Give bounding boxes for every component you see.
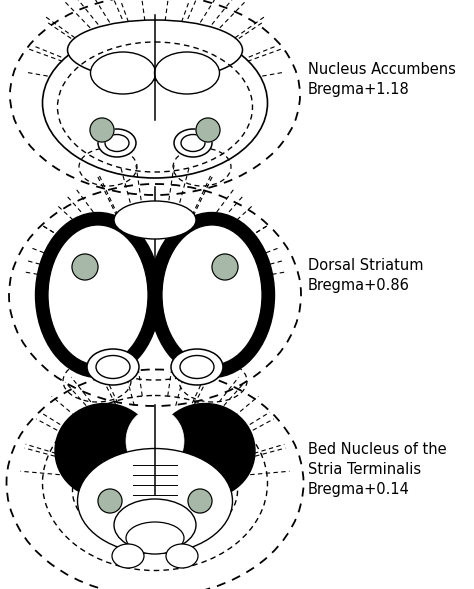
Text: Bregma+0.86: Bregma+0.86	[308, 278, 410, 293]
Ellipse shape	[174, 129, 212, 157]
Ellipse shape	[48, 225, 148, 365]
Text: Bregma+1.18: Bregma+1.18	[308, 82, 410, 97]
Ellipse shape	[126, 522, 184, 554]
Circle shape	[188, 489, 212, 513]
Ellipse shape	[55, 403, 155, 498]
Ellipse shape	[105, 134, 129, 151]
Ellipse shape	[114, 499, 196, 551]
Ellipse shape	[126, 409, 184, 474]
Ellipse shape	[36, 213, 161, 378]
Circle shape	[212, 254, 238, 280]
Ellipse shape	[149, 213, 274, 378]
Ellipse shape	[87, 349, 139, 385]
Text: Dorsal Striatum: Dorsal Striatum	[308, 258, 423, 273]
Ellipse shape	[180, 356, 214, 379]
Circle shape	[196, 118, 220, 142]
Ellipse shape	[171, 349, 223, 385]
Ellipse shape	[155, 52, 219, 94]
Text: Stria Terminalis: Stria Terminalis	[308, 462, 421, 477]
Ellipse shape	[112, 544, 144, 568]
Ellipse shape	[114, 201, 196, 239]
Ellipse shape	[78, 448, 233, 554]
Ellipse shape	[10, 185, 300, 405]
Circle shape	[98, 489, 122, 513]
Ellipse shape	[43, 28, 267, 178]
Circle shape	[72, 254, 98, 280]
Text: Nucleus Accumbens: Nucleus Accumbens	[308, 62, 456, 77]
Ellipse shape	[8, 370, 302, 589]
Ellipse shape	[162, 225, 262, 365]
Circle shape	[90, 118, 114, 142]
Ellipse shape	[98, 129, 136, 157]
Ellipse shape	[67, 20, 243, 80]
Ellipse shape	[155, 403, 255, 498]
Text: Bregma+0.14: Bregma+0.14	[308, 482, 410, 497]
Text: Bed Nucleus of the: Bed Nucleus of the	[308, 442, 447, 457]
Ellipse shape	[96, 356, 130, 379]
Ellipse shape	[181, 134, 205, 151]
Ellipse shape	[91, 52, 155, 94]
Ellipse shape	[10, 0, 300, 195]
Ellipse shape	[166, 544, 198, 568]
